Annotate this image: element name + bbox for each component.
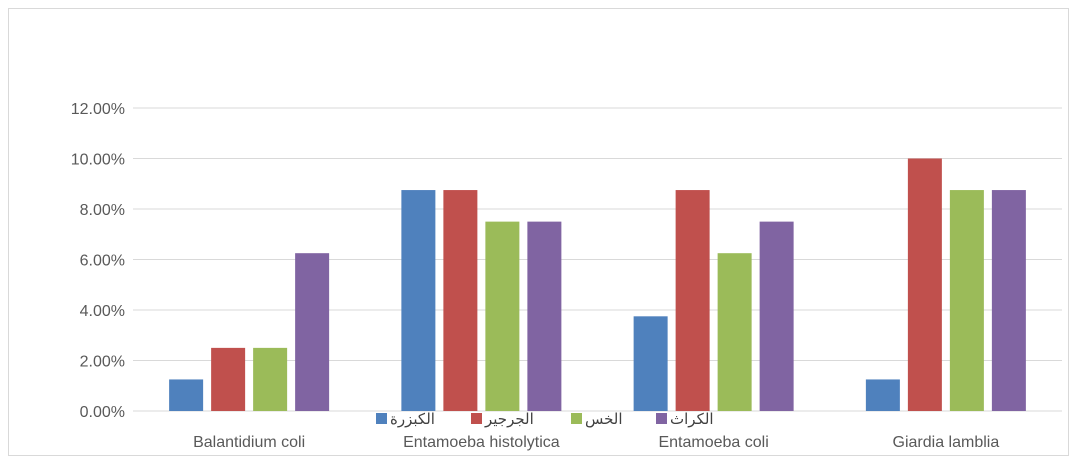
y-tick-label: 6.00% <box>80 253 125 270</box>
bar-chart: 0.00% 2.00% 4.00% 6.00% 8.00% 10.00% 12.00% Bal… <box>71 101 1062 451</box>
legend-swatch <box>471 413 482 424</box>
y-tick-label: 12.00% <box>71 101 125 118</box>
y-tick-label: 10.00% <box>71 152 125 169</box>
bar <box>907 158 942 411</box>
legend-label: الجرجير <box>484 410 534 428</box>
x-category-label: Balantidium coli <box>193 434 305 451</box>
bar <box>485 221 520 411</box>
x-category-label: Giardia lamblia <box>893 434 1000 451</box>
bar <box>717 253 752 411</box>
bar <box>759 221 794 411</box>
chart-frame: 0.00% 2.00% 4.00% 6.00% 8.00% 10.00% 12.00% Bal… <box>8 8 1069 456</box>
legend-label: الكبزرة <box>390 410 435 428</box>
x-category-label: Entamoeba coli <box>658 434 768 451</box>
y-tick-label: 4.00% <box>80 303 125 320</box>
bar <box>633 316 668 411</box>
legend-swatch <box>656 413 667 424</box>
y-tick-label: 2.00% <box>80 354 125 371</box>
bar <box>211 347 246 411</box>
legend-swatch <box>376 413 387 424</box>
legend-label: الخس <box>585 410 623 428</box>
bar <box>295 253 330 411</box>
bar <box>865 379 900 411</box>
y-tick-label: 8.00% <box>80 202 125 219</box>
bar <box>253 347 288 411</box>
legend-label: الكراث <box>670 410 714 428</box>
x-category-label: Entamoeba histolytica <box>403 434 560 451</box>
bar <box>443 190 478 411</box>
bar <box>991 190 1026 411</box>
bar <box>527 221 562 411</box>
bar <box>675 190 710 411</box>
bar <box>949 190 984 411</box>
y-tick-label: 0.00% <box>80 404 125 421</box>
bar <box>169 379 204 411</box>
legend-swatch <box>571 413 582 424</box>
bar <box>401 190 436 411</box>
